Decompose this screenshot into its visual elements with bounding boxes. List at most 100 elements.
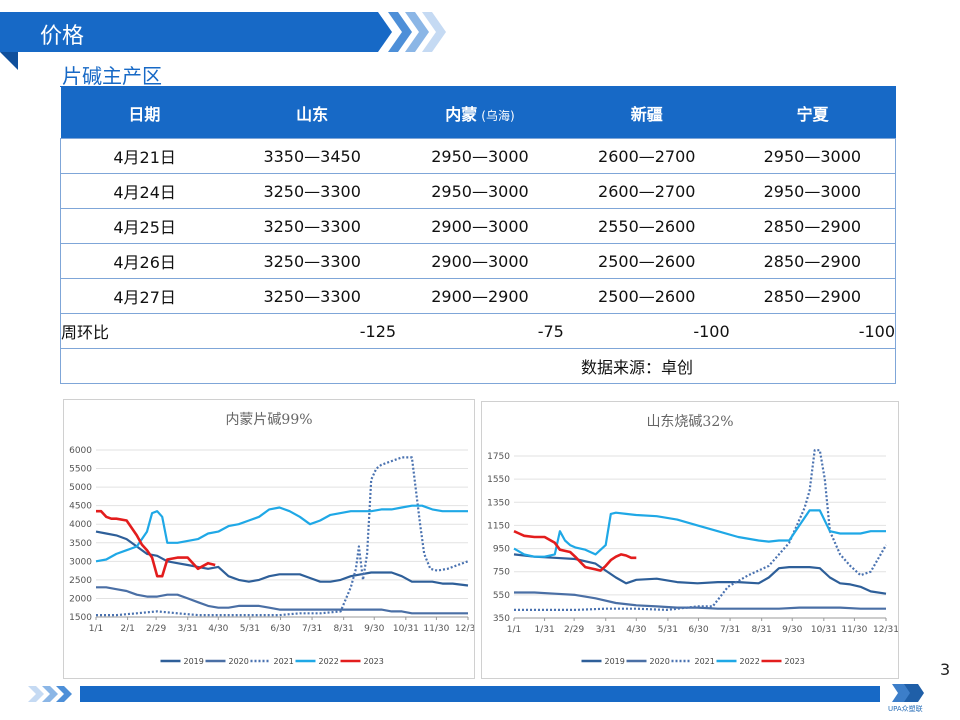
legend-label-2023: 2023 bbox=[785, 657, 805, 666]
series-line-2021 bbox=[96, 456, 469, 617]
y-tick-label: 1500 bbox=[69, 613, 92, 623]
upa-logo-icon bbox=[892, 684, 924, 702]
y-tick-label: 2000 bbox=[69, 594, 92, 604]
header-ningxia: 宁夏 bbox=[729, 87, 896, 139]
x-tick-label: 12/31 bbox=[873, 625, 898, 635]
y-tick-label: 5000 bbox=[69, 483, 92, 493]
y-tick-label: 4500 bbox=[69, 502, 92, 512]
x-tick-label: 5/31 bbox=[240, 624, 260, 634]
cell-xinjiang: 2500—2600 bbox=[563, 278, 730, 314]
series-line-2019 bbox=[513, 553, 887, 595]
legend-label-2019: 2019 bbox=[605, 657, 625, 666]
footer-chevron-icon bbox=[28, 686, 72, 702]
logo-text: UPA众塑联 bbox=[888, 705, 923, 713]
legend-label-2020: 2020 bbox=[650, 657, 670, 666]
x-tick-label: 4/30 bbox=[626, 625, 646, 635]
x-tick-label: 2/29 bbox=[146, 624, 166, 634]
cell-shandong: 3250—3300 bbox=[228, 278, 397, 314]
y-tick-label: 1350 bbox=[487, 498, 510, 508]
header-date: 日期 bbox=[60, 87, 229, 139]
cell-xinjiang: 2500—2600 bbox=[563, 243, 730, 279]
cell-date: 4月26日 bbox=[60, 243, 229, 279]
x-tick-label: 9/30 bbox=[364, 624, 384, 634]
footer-bar bbox=[28, 684, 924, 702]
table-row: 4月25日 3250—3300 2900—3000 2550—2600 2850… bbox=[60, 208, 896, 244]
cell-neimeng: 2900—2900 bbox=[396, 278, 564, 314]
y-tick-label: 1750 bbox=[487, 452, 510, 462]
series-line-2020 bbox=[96, 586, 468, 615]
x-tick-label: 11/30 bbox=[423, 624, 449, 634]
cell-neimeng: 2950—3000 bbox=[396, 173, 564, 209]
table-row: 4月26日 3250—3300 2900—3000 2500—2600 2850… bbox=[60, 243, 896, 279]
header-xinjiang: 新疆 bbox=[563, 87, 730, 139]
x-tick-label: 1/1 bbox=[89, 624, 103, 634]
cell-neimeng: 2950—3000 bbox=[396, 138, 564, 174]
x-tick-label: 10/31 bbox=[393, 624, 419, 634]
price-table: 日期 山东 内蒙 (乌海) 新疆 宁夏 4月21日 3350—3450 2950—… bbox=[60, 87, 896, 384]
chart-title: 内蒙片碱99% bbox=[225, 412, 312, 428]
legend-label-2023: 2023 bbox=[364, 657, 384, 666]
x-tick-label: 1/31 bbox=[534, 625, 554, 635]
legend-label-2022: 2022 bbox=[740, 657, 760, 666]
legend-label-2019: 2019 bbox=[184, 657, 204, 666]
header-shandong: 山东 bbox=[228, 87, 397, 139]
title-bar-fold bbox=[0, 52, 18, 70]
cell-ningxia: 2850—2900 bbox=[729, 208, 896, 244]
x-tick-label: 7/31 bbox=[720, 625, 740, 635]
y-tick-label: 6000 bbox=[69, 446, 92, 456]
series-line-2022 bbox=[513, 509, 886, 558]
cell-xinjiang: 2600—2700 bbox=[563, 173, 730, 209]
week-change-label: 周环比 bbox=[60, 313, 229, 349]
cell-xinjiang: 2600—2700 bbox=[563, 138, 730, 174]
cell-shandong: 3250—3300 bbox=[228, 208, 397, 244]
title-bar bbox=[0, 12, 392, 52]
x-tick-label: 4/30 bbox=[208, 624, 228, 634]
cell-shandong: 3250—3300 bbox=[228, 243, 397, 279]
cell-ningxia: 2850—2900 bbox=[729, 278, 896, 314]
x-tick-label: 11/30 bbox=[841, 625, 867, 635]
legend-label-2020: 2020 bbox=[229, 657, 249, 666]
x-tick-label: 2/1 bbox=[120, 624, 134, 634]
x-tick-label: 3/31 bbox=[596, 625, 616, 635]
x-tick-label: 1/1 bbox=[507, 625, 521, 635]
y-tick-label: 4000 bbox=[69, 520, 92, 530]
cell-neimeng: 2900—3000 bbox=[396, 208, 564, 244]
cell-date: 4月25日 bbox=[60, 208, 229, 244]
section-subtitle: 片碱主产区 bbox=[62, 64, 162, 88]
x-tick-label: 8/31 bbox=[752, 625, 772, 635]
chart-neimeng-caustic-flake: 内蒙片碱99% 1500 2000 2500 3000 3500 4000 4500 5000 5… bbox=[63, 399, 475, 679]
y-tick-label: 750 bbox=[493, 568, 510, 578]
header-neimeng-note: (乌海) bbox=[481, 108, 515, 123]
y-tick-label: 950 bbox=[493, 545, 510, 555]
cell-xinjiang: 2550—2600 bbox=[563, 208, 730, 244]
x-tick-label: 3/31 bbox=[178, 624, 198, 634]
chart-shandong-svg: 山东烧碱32% 350 550 750 950 1150 1350 1550 1750 1/1 1/… bbox=[487, 414, 898, 666]
cell-neimeng: 2900—3000 bbox=[396, 243, 564, 279]
series-line-2022 bbox=[95, 504, 468, 563]
cell-ningxia: 2850—2900 bbox=[729, 243, 896, 279]
cell-shandong: 3250—3300 bbox=[228, 173, 397, 209]
series-line-2020 bbox=[514, 591, 886, 610]
x-tick-label: 7/31 bbox=[302, 624, 322, 634]
x-tick-label: 10/31 bbox=[811, 625, 837, 635]
y-tick-label: 3500 bbox=[69, 539, 92, 549]
week-change-row: 周环比 -125 -75 -100 -100 bbox=[60, 313, 896, 349]
table-row: 4月24日 3250—3300 2950—3000 2600—2700 2950… bbox=[60, 173, 896, 209]
y-tick-label: 1550 bbox=[487, 475, 510, 485]
chart-neimeng-svg: 内蒙片碱99% 1500 2000 2500 3000 3500 4000 4500 5000 5… bbox=[69, 412, 474, 666]
y-tick-label: 5500 bbox=[69, 465, 92, 475]
subtitle-underline bbox=[60, 86, 896, 87]
y-tick-label: 2500 bbox=[69, 576, 92, 586]
cell-shandong: 3350—3450 bbox=[228, 138, 397, 174]
change-shandong: -125 bbox=[228, 313, 397, 349]
page-number: 3 bbox=[940, 660, 951, 679]
series-line-2023 bbox=[96, 509, 216, 578]
cell-date: 4月24日 bbox=[60, 173, 229, 209]
table-row: 4月27日 3250—3300 2900—2900 2500—2600 2850… bbox=[60, 278, 896, 314]
header-neimeng-label: 内蒙 bbox=[445, 104, 478, 124]
cell-ningxia: 2950—3000 bbox=[729, 173, 896, 209]
change-neimeng: -75 bbox=[396, 313, 564, 349]
series-line-2023 bbox=[513, 530, 637, 572]
data-source: 数据来源：卓创 bbox=[60, 348, 896, 384]
footer-stripe bbox=[80, 686, 880, 702]
